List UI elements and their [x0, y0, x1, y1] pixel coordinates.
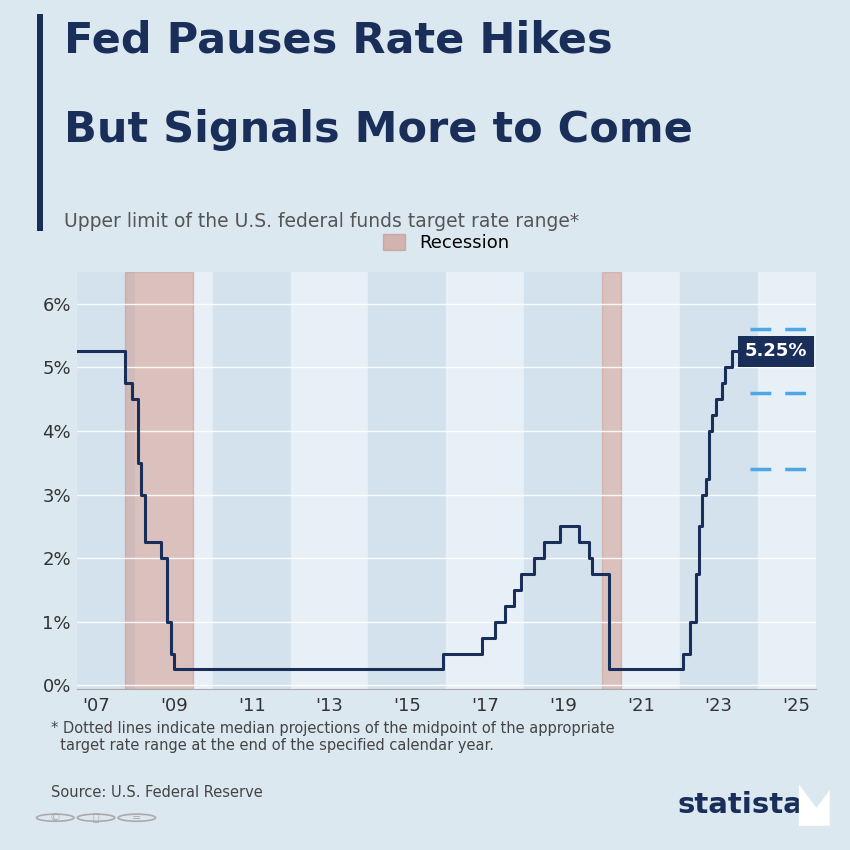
Bar — [524, 272, 602, 688]
Bar — [680, 272, 757, 688]
Text: 5.25%: 5.25% — [745, 343, 808, 360]
Text: Upper limit of the U.S. federal funds target rate range*: Upper limit of the U.S. federal funds ta… — [64, 212, 579, 231]
Text: ©: © — [50, 813, 60, 823]
Bar — [125, 272, 193, 688]
Bar — [57, 272, 135, 688]
Text: Fed Pauses Rate Hikes: Fed Pauses Rate Hikes — [64, 19, 612, 61]
Text: Source: U.S. Federal Reserve: Source: U.S. Federal Reserve — [51, 785, 263, 801]
Text: ⓘ: ⓘ — [93, 813, 99, 823]
Bar — [446, 272, 524, 688]
Bar — [836, 272, 850, 688]
Bar — [135, 272, 212, 688]
Bar — [212, 272, 291, 688]
Text: statista: statista — [677, 790, 803, 819]
Bar — [368, 272, 446, 688]
Text: But Signals More to Come: But Signals More to Come — [64, 109, 693, 150]
Legend: Recession: Recession — [376, 227, 517, 259]
Bar — [602, 272, 680, 688]
Bar — [37, 14, 43, 231]
Bar — [602, 272, 621, 688]
Text: =: = — [132, 813, 142, 823]
Polygon shape — [799, 784, 830, 826]
Bar — [291, 272, 368, 688]
Text: * Dotted lines indicate median projections of the midpoint of the appropriate
  : * Dotted lines indicate median projectio… — [51, 721, 615, 753]
Bar — [757, 272, 836, 688]
